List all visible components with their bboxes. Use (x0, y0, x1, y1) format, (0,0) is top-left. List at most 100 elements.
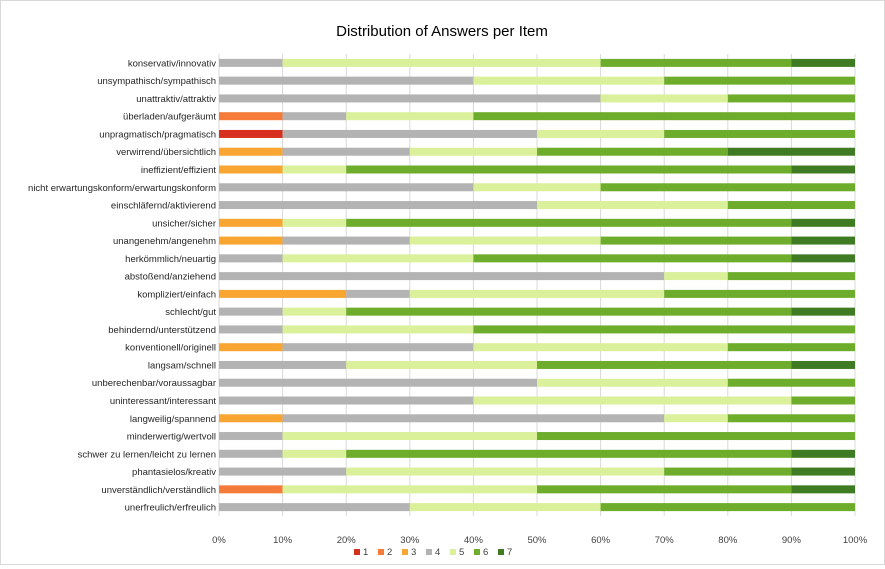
bar-segment-7 (791, 485, 855, 494)
category-label: herkömmlich/neuartig (125, 254, 216, 265)
bar-segment-2 (219, 112, 283, 121)
bar-segment-6 (727, 378, 855, 387)
legend-label: 3 (411, 547, 416, 558)
bar-segment-3 (219, 236, 283, 245)
x-tick-label: 0% (212, 535, 226, 546)
category-label: minderwertig/wertvoll (127, 432, 216, 443)
category-label: unberechenbar/voraussagbar (92, 378, 216, 389)
bar-segment-3 (219, 414, 283, 423)
legend-label: 7 (507, 547, 512, 558)
bar-segment-6 (664, 76, 855, 85)
bar-segment-4 (346, 289, 410, 298)
bar-segment-5 (473, 183, 601, 192)
bar-segment-5 (473, 396, 792, 405)
bar-segment-5 (537, 129, 665, 138)
category-label: schwer zu lernen/leicht zu lernen (78, 449, 216, 460)
bar-segment-6 (346, 218, 792, 227)
category-label: behindernd/unterstützend (108, 325, 216, 336)
bar-segment-4 (219, 183, 474, 192)
legend-swatch (354, 549, 360, 555)
bar-segment-4 (219, 449, 283, 458)
bar-segment-5 (282, 432, 537, 441)
category-label: abstoßend/anziehend (125, 272, 216, 283)
x-tick-label: 40% (464, 535, 484, 546)
bar-segment-4 (219, 432, 283, 441)
legend-label: 6 (483, 547, 488, 558)
bar-segment-6 (727, 94, 855, 103)
bar-segment-5 (282, 485, 537, 494)
bar-segment-7 (791, 449, 855, 458)
bar-segment-3 (219, 218, 283, 227)
legend-swatch (378, 549, 384, 555)
bar-segment-5 (346, 112, 474, 121)
bar-segment-6 (346, 449, 792, 458)
bar-segment-6 (727, 201, 855, 210)
category-label: überladen/aufgeräumt (123, 112, 216, 123)
bar-segment-5 (473, 343, 728, 352)
category-label: ineffizient/effizient (141, 165, 217, 176)
bar-segment-5 (600, 94, 728, 103)
category-label: unsympathisch/sympathisch (97, 76, 216, 87)
bar-segment-4 (282, 147, 410, 156)
bar-segment-6 (473, 325, 855, 334)
bar-segment-6 (727, 272, 855, 281)
bar-segment-7 (791, 467, 855, 476)
bar-segment-7 (791, 360, 855, 369)
category-label: konservativ/innovativ (128, 58, 216, 69)
x-tick-label: 50% (527, 535, 547, 546)
bar-segment-3 (219, 147, 283, 156)
bar-segment-6 (537, 485, 792, 494)
bar-segment-5 (346, 360, 537, 369)
bar-segment-6 (600, 183, 855, 192)
legend-swatch (474, 549, 480, 555)
bar-segment-6 (791, 396, 855, 405)
bar-segment-4 (219, 76, 474, 85)
x-tick-label: 100% (843, 535, 868, 546)
bar-segment-4 (219, 396, 474, 405)
bar-segment-7 (791, 236, 855, 245)
x-tick-label: 30% (400, 535, 420, 546)
bar-segment-4 (219, 58, 283, 67)
bar-segment-4 (282, 129, 537, 138)
bar-segment-3 (219, 165, 283, 174)
bar-segment-4 (219, 360, 347, 369)
legend-swatch (450, 549, 456, 555)
category-label: schlecht/gut (165, 307, 216, 318)
bar-segment-6 (664, 129, 855, 138)
bar-segment-6 (664, 467, 792, 476)
bar-segment-4 (219, 378, 537, 387)
gridlines (218, 54, 856, 516)
bar-segment-5 (282, 449, 347, 458)
category-label: konventionell/originell (125, 343, 216, 354)
category-labels: konservativ/innovativ unsympathisch/sympa… (28, 58, 216, 513)
bar-segment-4 (282, 236, 410, 245)
bar-segment-4 (219, 503, 410, 512)
bar-segment-5 (409, 147, 537, 156)
bars (219, 58, 855, 512)
bar-segment-5 (409, 289, 665, 298)
bar-segment-5 (537, 201, 728, 210)
legend-swatch (498, 549, 504, 555)
category-label: unangenehm/angenehm (113, 236, 216, 247)
category-label: langsam/schnell (148, 360, 216, 371)
bar-segment-5 (537, 378, 728, 387)
bar-segment-6 (664, 289, 855, 298)
bar-segment-6 (727, 414, 855, 423)
bar-segment-4 (282, 112, 347, 121)
bar-segment-5 (346, 467, 665, 476)
bar-segment-4 (219, 467, 347, 476)
x-tick-label: 90% (782, 535, 802, 546)
legend-label: 2 (387, 547, 392, 558)
bar-segment-4 (219, 201, 537, 210)
x-axis-ticks: 0% 10% 20% 30% 40% 50% 60% 70% 80% 90% 100% (212, 535, 868, 546)
bar-segment-6 (473, 112, 855, 121)
legend: 1 2 3 4 5 6 7 (354, 547, 512, 558)
bar-segment-4 (219, 272, 665, 281)
bar-segment-5 (282, 254, 474, 263)
bar-segment-4 (219, 307, 283, 316)
bar-segment-5 (282, 325, 474, 334)
x-tick-label: 70% (655, 535, 675, 546)
bar-segment-6 (600, 58, 792, 67)
bar-segment-6 (346, 307, 792, 316)
